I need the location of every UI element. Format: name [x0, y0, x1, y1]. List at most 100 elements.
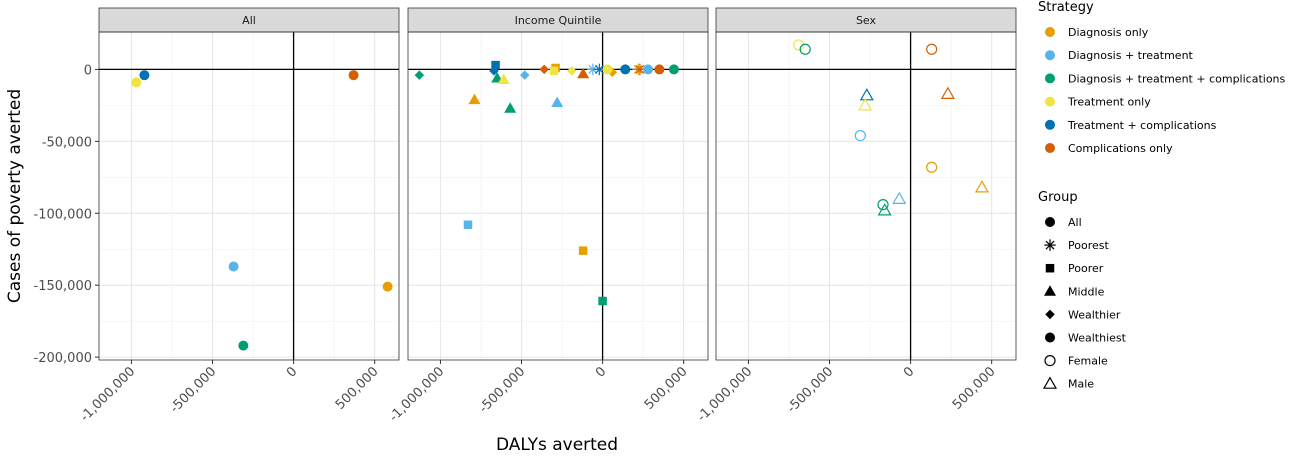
legend-label-strategy: Treatment only — [1067, 96, 1151, 109]
data-point — [926, 43, 938, 55]
data-point — [468, 93, 481, 105]
legend-label-group: Wealthier — [1068, 308, 1121, 321]
panel-background — [716, 32, 1016, 360]
legend-key-group — [1044, 355, 1056, 367]
legend-group-title: Group — [1038, 190, 1078, 205]
x-tick-label: -1,000,000 — [78, 364, 139, 425]
x-tick-label: 0 — [284, 364, 300, 380]
legend-label-group: Poorer — [1068, 262, 1104, 275]
panel-strip — [715, 7, 1017, 33]
data-point — [877, 199, 889, 211]
data-point — [974, 180, 989, 193]
x-axis-label: DALYs averted — [496, 435, 618, 455]
legend-label-strategy: Treatment + complications — [1067, 119, 1217, 132]
legend-label-strategy: Complications only — [1068, 142, 1173, 155]
data-point — [593, 63, 606, 76]
panels-layer: All Income Quintile Sex — [98, 7, 1017, 361]
data-point — [668, 64, 679, 75]
x-tick-label: -500,000 — [167, 364, 219, 416]
legend-label-strategy: Diagnosis + treatment — [1068, 49, 1194, 62]
panel-background — [99, 32, 399, 360]
data-point — [549, 66, 559, 76]
panel-background — [408, 32, 708, 360]
x-tick-label: -500,000 — [784, 364, 836, 416]
legend-key-group — [1045, 332, 1055, 343]
legend-key-group — [1044, 239, 1056, 251]
legend-key-strategy — [1045, 143, 1055, 153]
legend-label-strategy: Diagnosis + treatment + complications — [1068, 72, 1286, 85]
data-point — [463, 220, 473, 230]
panel-0: All — [98, 7, 400, 361]
x-tick-label: -1,000,000 — [695, 364, 756, 425]
panel-border — [98, 31, 400, 361]
data-point — [414, 70, 425, 80]
legend-strategy-title: Strategy — [1038, 0, 1094, 15]
y-tick-label: -200,000 — [34, 351, 92, 366]
data-point — [643, 64, 653, 75]
data-point — [859, 88, 874, 101]
points-layer — [131, 39, 989, 351]
x-tick-label: 500,000 — [642, 364, 691, 413]
x-tick-label: 0 — [901, 364, 917, 380]
panel-2: Sex — [715, 7, 1017, 361]
data-point — [620, 64, 631, 75]
x-tick-label: 500,000 — [333, 364, 382, 413]
legend-label-group: Wealthiest — [1068, 332, 1127, 345]
data-point — [892, 191, 907, 204]
data-point — [858, 98, 873, 111]
legend-label-group: Male — [1068, 378, 1094, 391]
data-point — [504, 102, 517, 113]
data-point — [654, 64, 665, 75]
data-point — [497, 73, 510, 84]
legend: Diagnosis only Diagnosis + treatment Diagn… — [1042, 26, 1286, 391]
legend-key-strategy — [1045, 73, 1055, 84]
legend-label-group: Female — [1068, 355, 1108, 368]
data-point — [602, 64, 613, 75]
legend-key-group — [1044, 285, 1056, 296]
data-point — [382, 281, 393, 292]
data-point — [926, 161, 938, 173]
data-point — [489, 66, 499, 76]
y-tick-label: -150,000 — [34, 279, 92, 294]
data-point — [348, 70, 359, 81]
data-point — [491, 60, 500, 70]
data-point — [520, 70, 530, 80]
data-point — [799, 43, 811, 55]
legend-key-strategy — [1045, 96, 1055, 107]
data-point — [539, 64, 549, 75]
panel-strip-label: Income Quintile — [515, 14, 602, 27]
x-tick-label: 0 — [593, 364, 609, 380]
y-tick-label: -100,000 — [34, 207, 92, 222]
panel-strip — [98, 7, 400, 33]
legend-key-strategy — [1045, 50, 1055, 61]
data-point — [587, 63, 599, 76]
y-tick-label: 0 — [84, 63, 92, 78]
y-tick-label: -50,000 — [42, 135, 92, 150]
data-point — [238, 340, 249, 351]
x-tick-label: 500,000 — [950, 364, 999, 413]
data-point — [854, 129, 866, 142]
data-point — [578, 246, 588, 255]
y-axis-label: Cases of poverty averted — [5, 89, 25, 303]
data-point — [877, 203, 892, 216]
legend-label-group: All — [1068, 216, 1082, 229]
data-point — [139, 70, 150, 81]
data-point — [598, 296, 607, 306]
data-point — [567, 66, 577, 76]
legend-key-group — [1045, 309, 1055, 320]
legend-key-group — [1045, 263, 1055, 273]
panel-1: Income Quintile — [407, 7, 709, 361]
panel-border — [407, 31, 709, 361]
legend-key-strategy — [1045, 27, 1055, 37]
legend-label-group: Middle — [1068, 285, 1105, 298]
panel-border — [715, 31, 1017, 361]
panel-strip-label: All — [242, 14, 256, 27]
panel-strip-label: Sex — [856, 14, 877, 27]
legend-key-group — [1045, 217, 1055, 227]
legend-label-strategy: Diagnosis only — [1068, 26, 1149, 39]
data-point — [131, 77, 142, 88]
x-tick-label: -500,000 — [476, 364, 528, 416]
legend-label-group: Poorest — [1068, 239, 1109, 252]
x-tick-label: -1,000,000 — [387, 364, 448, 425]
data-point — [551, 96, 564, 107]
